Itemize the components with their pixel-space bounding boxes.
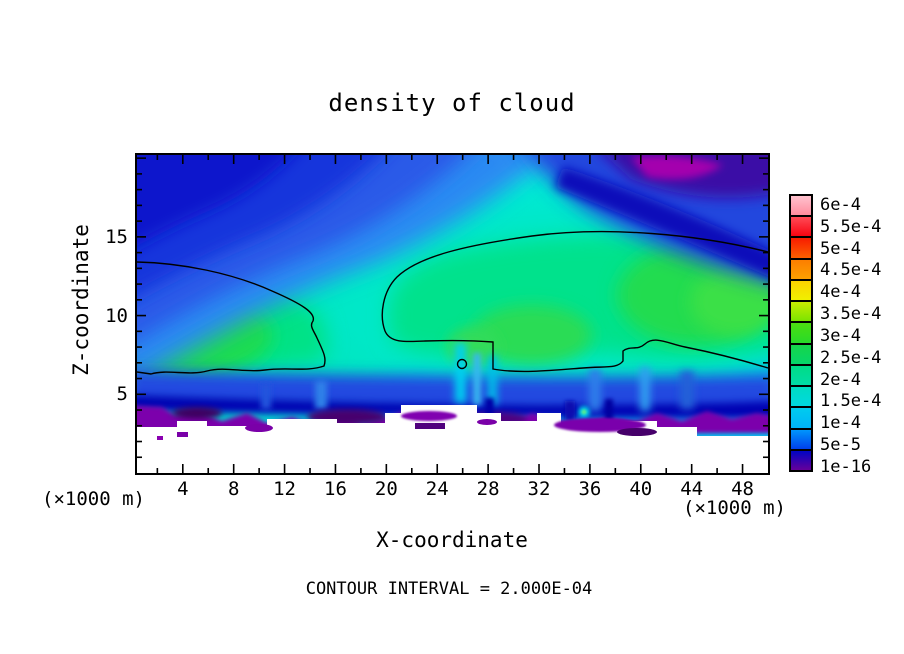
axis-ticks bbox=[137, 155, 768, 473]
colorbar-label: 1e-16 bbox=[820, 456, 872, 477]
x-tick-label: 28 bbox=[476, 478, 500, 500]
z-axis-unit-factor: (×1000 m) bbox=[42, 488, 145, 510]
colorbar-label: 5.5e-4 bbox=[820, 216, 882, 237]
contour-line bbox=[456, 358, 468, 370]
colorbar-box bbox=[791, 323, 811, 345]
tone-shape bbox=[177, 432, 188, 437]
tone-shape bbox=[455, 343, 466, 403]
x-tick-label: 32 bbox=[527, 478, 551, 500]
tone-shape bbox=[690, 268, 768, 336]
tone-shape bbox=[589, 369, 601, 411]
colorbar-box bbox=[791, 344, 811, 366]
x-axis-label: X-coordinate bbox=[376, 528, 528, 552]
colorbar-label: 3.5e-4 bbox=[820, 304, 882, 325]
colorbar-box bbox=[791, 259, 811, 281]
tone-shape bbox=[472, 305, 592, 365]
colorbar-box bbox=[791, 387, 811, 409]
x-tick-label: 24 bbox=[425, 478, 449, 500]
tone-shape bbox=[555, 167, 768, 277]
z-axis-label: Z-coordinate bbox=[69, 224, 93, 376]
colorbar bbox=[789, 194, 813, 472]
tone-shape bbox=[485, 398, 494, 420]
plot-area bbox=[135, 153, 770, 475]
colorbar-box bbox=[791, 450, 811, 471]
x-tick-label: 20 bbox=[374, 478, 398, 500]
colorbar-label: 3e-4 bbox=[820, 325, 861, 346]
contour-line bbox=[381, 230, 768, 373]
x-tick-label: 4 bbox=[177, 478, 189, 500]
colorbar-box bbox=[791, 280, 811, 303]
x-tick-label: 44 bbox=[680, 478, 704, 500]
x-tick-label: 40 bbox=[629, 478, 653, 500]
tone-shape bbox=[315, 381, 327, 409]
tone-shape bbox=[554, 418, 646, 432]
tone-shape bbox=[477, 419, 497, 425]
x-tick-label: 12 bbox=[273, 478, 296, 500]
contour-interval-note: CONTOUR INTERVAL = 2.000E-04 bbox=[305, 579, 593, 599]
colorbar-label: 4e-4 bbox=[820, 282, 861, 303]
tone-shape bbox=[605, 399, 613, 421]
tone-shape bbox=[631, 155, 723, 180]
colorbar-label: 1e-4 bbox=[820, 413, 861, 434]
tone-shape bbox=[565, 401, 575, 421]
colorbar-label: 5e-5 bbox=[820, 435, 861, 456]
tone-shape bbox=[581, 409, 587, 415]
tone-shape bbox=[261, 383, 271, 409]
tone-shape bbox=[157, 436, 163, 440]
x-tick-label: 48 bbox=[731, 478, 754, 500]
x-tick-label: 36 bbox=[578, 478, 602, 500]
z-tick-label: 15 bbox=[105, 225, 128, 248]
colorbar-box bbox=[791, 196, 811, 218]
z-tick-label: 10 bbox=[105, 304, 128, 327]
tone-shape bbox=[137, 155, 292, 247]
z-tick-label: 5 bbox=[116, 383, 128, 406]
x-axis-unit-factor: (×1000 m) bbox=[683, 497, 786, 519]
colorbar-box bbox=[791, 429, 811, 451]
tone-shape bbox=[415, 423, 445, 429]
colorbar-label: 5e-4 bbox=[820, 238, 861, 259]
tone-shape bbox=[617, 428, 657, 436]
colorbar-label: 2.5e-4 bbox=[820, 347, 882, 368]
colorbar-box bbox=[791, 302, 811, 324]
x-tick-label: 16 bbox=[324, 478, 347, 500]
colorbar-box bbox=[791, 408, 811, 430]
x-tick-label: 8 bbox=[227, 478, 240, 500]
contour-plot bbox=[137, 155, 768, 473]
colorbar-box bbox=[791, 238, 811, 260]
tone-shape bbox=[401, 411, 457, 421]
colorbar-label: 1.5e-4 bbox=[820, 391, 882, 412]
tone-shape bbox=[473, 353, 481, 405]
tone-shape bbox=[137, 405, 768, 473]
tone-shape bbox=[172, 407, 222, 419]
tone-shape bbox=[245, 424, 273, 432]
contour-line bbox=[137, 261, 326, 375]
colorbar-label: 6e-4 bbox=[820, 195, 861, 215]
colorbar-label: 2e-4 bbox=[820, 369, 861, 390]
colorbar-box bbox=[791, 365, 811, 388]
colorbar-label: 4.5e-4 bbox=[820, 260, 882, 281]
colorbar-box bbox=[791, 217, 811, 239]
tone-shape bbox=[488, 355, 497, 405]
tone-shape bbox=[640, 367, 650, 411]
chart-title: density of cloud bbox=[328, 89, 576, 117]
tone-shape bbox=[680, 371, 694, 409]
